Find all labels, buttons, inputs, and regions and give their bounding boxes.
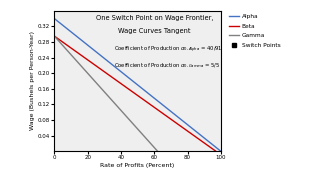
Text: Wage Curves Tangent: Wage Curves Tangent — [118, 28, 190, 34]
Text: Coefficient of Production $\alpha_{0,Gamma}$ = 5/5: Coefficient of Production $\alpha_{0,Gam… — [114, 61, 221, 69]
X-axis label: Rate of Profits (Percent): Rate of Profits (Percent) — [100, 163, 175, 168]
Text: One Switch Point on Wage Frontier,: One Switch Point on Wage Frontier, — [96, 15, 213, 21]
Legend: Alpha, Beta, Gamma, Switch Points: Alpha, Beta, Gamma, Switch Points — [229, 14, 280, 48]
Text: Coefficient of Production $\alpha_{0,Alpha}$ = 40/91: Coefficient of Production $\alpha_{0,Alp… — [114, 44, 223, 55]
Y-axis label: Wage (Bushels per Person-Year): Wage (Bushels per Person-Year) — [30, 31, 35, 130]
